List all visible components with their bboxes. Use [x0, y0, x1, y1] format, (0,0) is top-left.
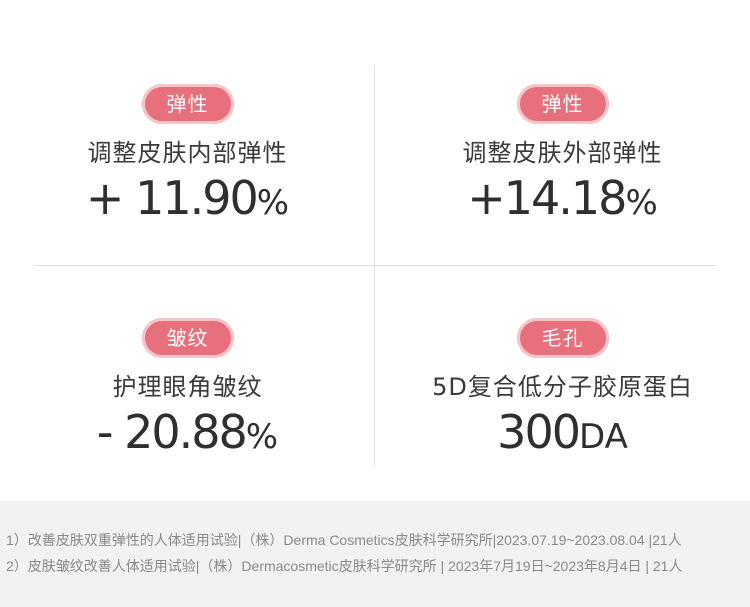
stat-value: + 11.90%	[86, 170, 289, 231]
stat-value-unit: %	[256, 183, 290, 223]
stat-label: 调整皮肤外部弹性	[462, 139, 663, 167]
category-badge: 弹性	[141, 84, 234, 124]
stat-label: 护理眼角皱纹	[112, 373, 263, 401]
stat-value: 300DA	[497, 404, 628, 465]
horizontal-divider	[34, 265, 716, 266]
stat-cell-eye-wrinkles: 皱纹 护理眼角皱纹 - 20.88%	[0, 318, 375, 465]
stat-value-number: +14.18	[467, 171, 627, 225]
footnote-panel: 1）改善皮肤双重弹性的人体适用试验|（株）Derma Cosmetics皮肤科学…	[0, 501, 750, 607]
stat-value-unit: %	[625, 183, 658, 223]
category-badge: 毛孔	[516, 318, 609, 358]
stat-value: +14.18%	[467, 170, 658, 231]
stat-value-unit: DA	[578, 417, 628, 457]
stat-label: 5D复合低分子胶原蛋白	[432, 373, 693, 401]
stat-value-number: + 11.90	[85, 171, 259, 225]
stat-cell-inner-elasticity: 弹性 调整皮肤内部弹性 + 11.90%	[0, 84, 375, 231]
vertical-divider	[374, 66, 375, 466]
stat-value-number: - 20.88	[96, 405, 248, 459]
stat-value-unit: %	[245, 417, 279, 457]
stats-grid: 弹性 调整皮肤内部弹性 + 11.90% 弹性 调整皮肤外部弹性 +14.18%…	[0, 66, 750, 466]
stat-cell-outer-elasticity: 弹性 调整皮肤外部弹性 +14.18%	[375, 84, 750, 231]
stat-value-number: 300	[497, 405, 581, 459]
category-badge: 皱纹	[141, 318, 234, 358]
category-badge: 弹性	[516, 84, 609, 124]
footnote-2: 2）皮肤皱纹改善人体适用试验|（株）Dermacosmetic皮肤科学研究所 |…	[6, 558, 683, 574]
stat-label: 调整皮肤内部弹性	[87, 139, 288, 167]
stat-value: - 20.88%	[97, 404, 278, 465]
footnote-1: 1）改善皮肤双重弹性的人体适用试验|（株）Derma Cosmetics皮肤科学…	[6, 532, 682, 548]
stat-cell-pores-collagen: 毛孔 5D复合低分子胶原蛋白 300DA	[375, 318, 750, 465]
